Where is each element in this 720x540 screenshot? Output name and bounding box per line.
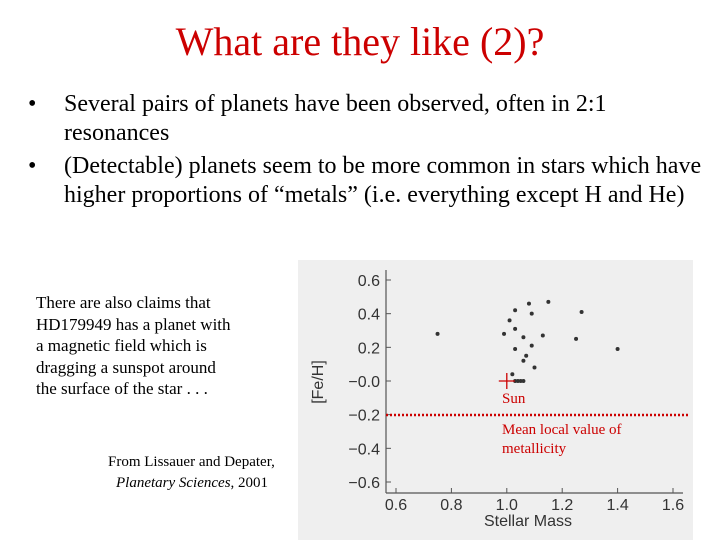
y-tick-label: −0.4 [348, 441, 380, 458]
bullet-dot: • [28, 91, 37, 117]
data-point [574, 336, 579, 341]
bullet-item: • (Detectable) planets seem to be more c… [28, 152, 708, 210]
bullet-text: Several pairs of planets have been obser… [64, 91, 607, 146]
data-point [521, 358, 526, 363]
data-point [540, 333, 545, 338]
y-tick-label: 0.2 [358, 340, 380, 357]
data-point [529, 311, 534, 316]
data-point [526, 301, 531, 306]
data-point [524, 353, 529, 358]
y-tick-label: −0.2 [348, 408, 380, 425]
mean-label-line: metallicity [502, 441, 567, 457]
sun-label: Sun [502, 391, 526, 407]
credit-line-1: From Lissauer and Depater, [108, 454, 275, 470]
data-point [532, 365, 537, 370]
scatter-svg: [Fe/H] Stellar Mass 0.6 0.4 0.2 −0.0 −0.2 −0.… [310, 270, 684, 530]
source-credit: From Lissauer and Depater, Planetary Sci… [108, 452, 328, 494]
x-tick-label: 1.0 [496, 497, 518, 514]
data-point [529, 343, 534, 348]
data-point [546, 299, 551, 304]
note-line: the surface of the star . . . [36, 379, 208, 398]
data-point [515, 379, 520, 383]
data-point [513, 308, 518, 313]
bullet-list: • Several pairs of planets have been obs… [28, 90, 708, 214]
x-tick-label: 1.4 [606, 497, 628, 514]
data-point [435, 331, 440, 336]
data-point [521, 379, 526, 383]
data-point [521, 335, 526, 340]
x-tick-label: 1.6 [662, 497, 684, 514]
data-point [513, 326, 518, 331]
x-axis-label: Stellar Mass [484, 513, 572, 530]
book-title: Planetary Sciences [116, 475, 231, 491]
side-note: There are also claims that HD179949 has … [36, 292, 286, 400]
mean-label-line: Mean local value of [502, 422, 622, 438]
mean-line-label: Mean local value of metallicity [502, 421, 622, 459]
y-tick-label: −0.6 [348, 475, 380, 492]
x-tick-label: 0.8 [440, 497, 462, 514]
bullet-dot: • [28, 153, 37, 179]
bullet-item: • Several pairs of planets have been obs… [28, 90, 708, 148]
note-line: a magnetic field which is [36, 336, 207, 355]
y-tick-label: −0.0 [348, 374, 380, 391]
data-point [507, 318, 512, 323]
note-line: There are also claims that [36, 293, 211, 312]
x-tick-label: 1.2 [551, 497, 573, 514]
y-axis-label: [Fe/H] [310, 360, 327, 404]
y-tick-label: 0.4 [358, 307, 380, 324]
data-point [513, 379, 518, 383]
data-point [510, 372, 515, 377]
y-tick-label: 0.6 [358, 273, 380, 290]
note-line: HD179949 has a planet with [36, 314, 231, 334]
bullet-text: (Detectable) planets seem to be more com… [64, 153, 702, 208]
credit-line-2: Planetary Sciences, 2001 [108, 473, 328, 494]
note-line: dragging a sunspot around [36, 357, 216, 377]
slide-title: What are they like (2)? [175, 19, 545, 64]
credit-year: , 2001 [230, 475, 269, 491]
data-point [513, 347, 518, 352]
data-point [579, 309, 584, 314]
x-tick-label: 0.6 [385, 497, 407, 514]
metallicity-scatter-plot: [Fe/H] Stellar Mass 0.6 0.4 0.2 −0.0 −0.2 −0.… [298, 260, 693, 540]
data-point [615, 347, 620, 352]
data-point [502, 331, 507, 336]
data-point [518, 379, 523, 383]
